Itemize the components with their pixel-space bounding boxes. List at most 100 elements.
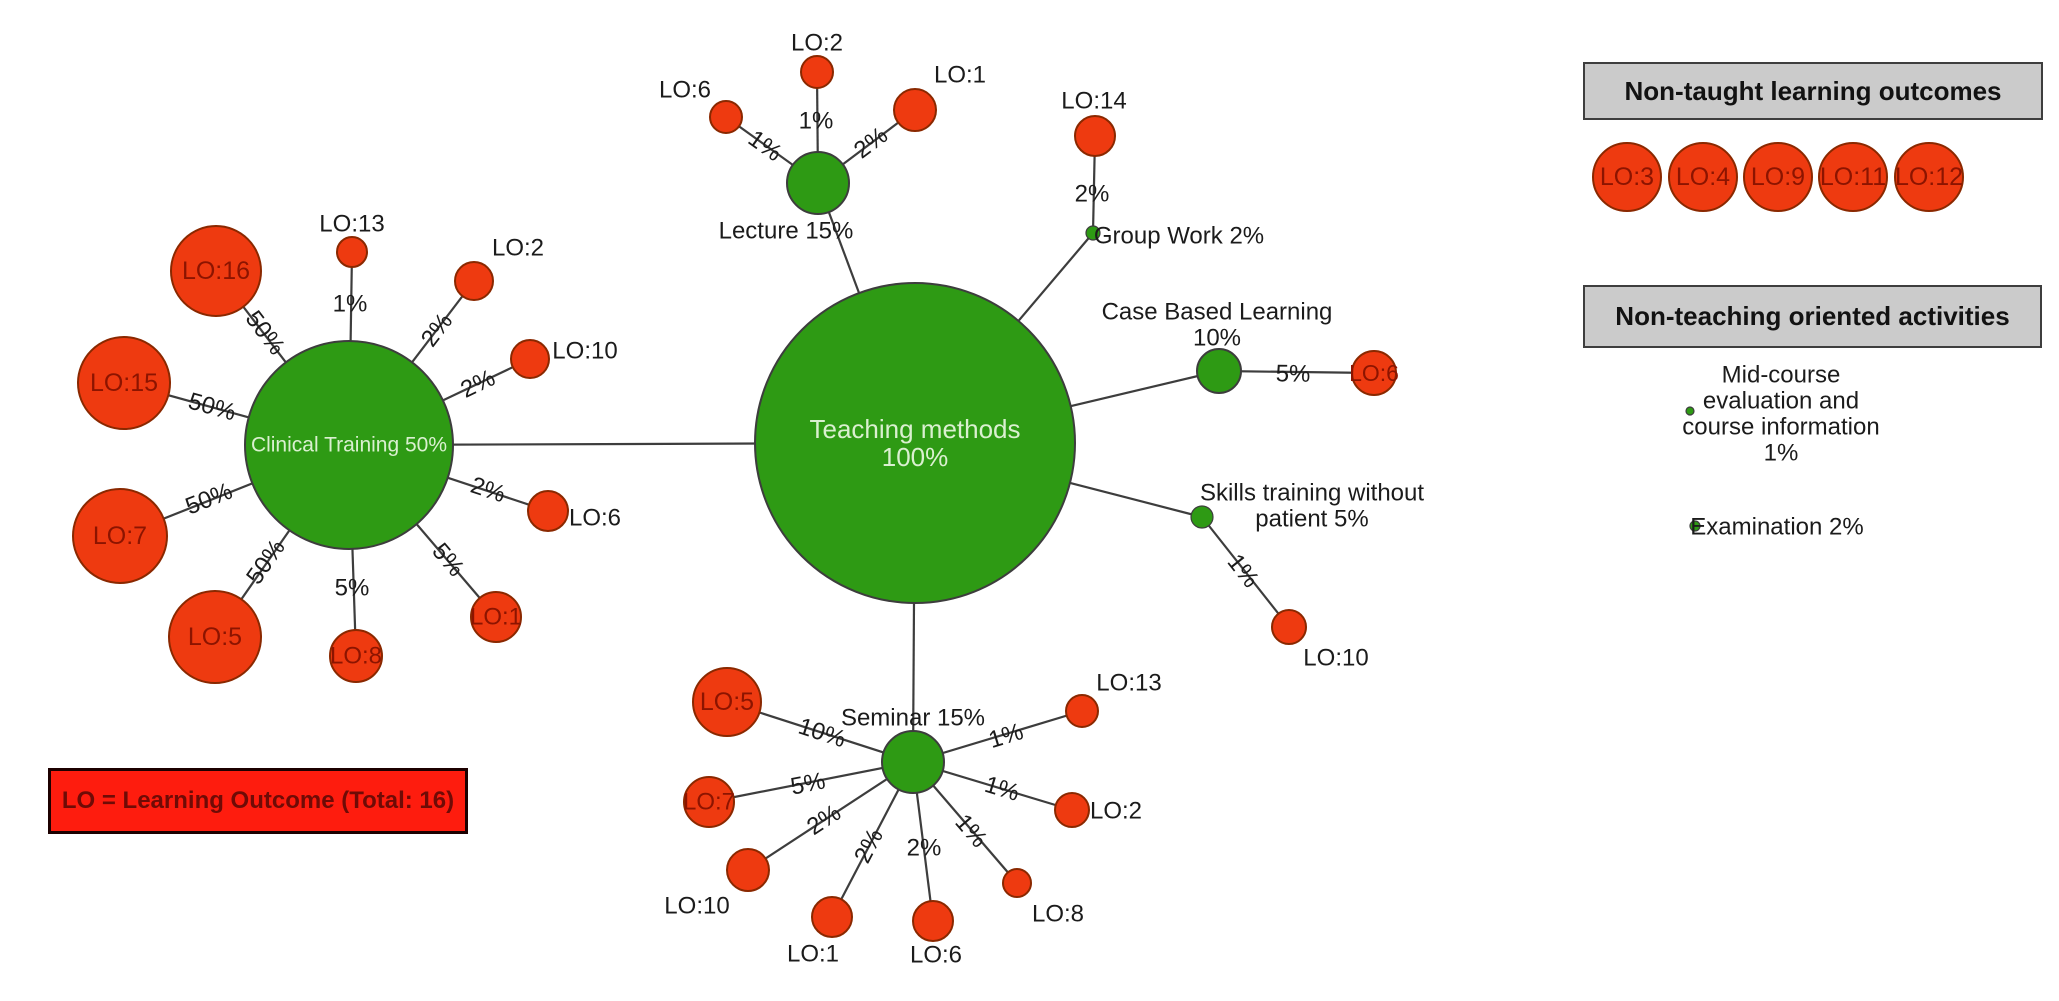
node-cbl-label: Case Based Learning (1102, 299, 1333, 326)
node-c5-label: LO:5 (188, 623, 242, 651)
edge-label-clinical-c7: 50% (182, 478, 237, 521)
node-m6-circle (912, 900, 954, 942)
node-m10-circle (726, 848, 770, 892)
node-l2-label: LO:2 (791, 30, 843, 57)
edge-label-clinical-c15: 50% (185, 388, 238, 427)
edge-label-clinical-c13: 1% (333, 291, 368, 318)
node-clinical-label: Clinical Training 50% (251, 434, 447, 457)
edge-label-lecture-l2: 1% (799, 108, 834, 135)
node-middot-label: course information (1682, 414, 1879, 441)
node-clinical-circle (244, 340, 454, 550)
edge-label-clinical-c5: 50% (241, 535, 291, 590)
edge-label-groupwork-g14: 2% (1075, 181, 1110, 208)
node-nt9-label: LO:9 (1751, 163, 1805, 191)
edge-label-clinical-c10: 2% (457, 364, 500, 403)
node-c8-circle (329, 629, 383, 683)
edge-skills-s10 (1201, 516, 1290, 628)
node-cbl-label: 10% (1193, 325, 1241, 352)
node-g14-circle (1074, 115, 1116, 157)
node-m7-circle (683, 776, 735, 828)
node-c10-label: LO:10 (552, 338, 617, 365)
node-teaching-label: Teaching methods (809, 414, 1020, 444)
node-c6-label: LO:6 (569, 505, 621, 532)
node-seminar-circle (881, 730, 945, 794)
edge-label-seminar-m13: 1% (985, 718, 1026, 754)
node-nt12-circle (1894, 142, 1964, 212)
node-c5-circle (168, 590, 262, 684)
node-skills-label: patient 5% (1255, 506, 1368, 533)
node-m2-label: LO:2 (1090, 798, 1142, 825)
node-seminar-label: Seminar 15% (841, 705, 985, 732)
node-c1-circle (470, 591, 522, 643)
learning-outcome-legend: LO = Learning Outcome (Total: 16) (48, 768, 468, 834)
node-c16-label: LO:16 (182, 257, 250, 285)
edge-label-lecture-l6: 1% (743, 125, 787, 167)
node-c7-circle (72, 488, 168, 584)
node-nt4-label: LO:4 (1676, 163, 1730, 191)
node-c13-circle (336, 236, 368, 268)
non-teaching-activities-header: Non-teaching oriented activities (1583, 285, 2042, 348)
node-m1-circle (811, 896, 853, 938)
node-s10-circle (1271, 609, 1307, 645)
node-m5-label: LO:5 (700, 688, 754, 716)
node-m6-label: LO:6 (910, 942, 962, 969)
node-examdot-label: Examination 2% (1690, 514, 1863, 541)
node-m7-label: LO:7 (683, 789, 735, 816)
node-m13-label: LO:13 (1096, 670, 1161, 697)
node-m5-circle (692, 667, 762, 737)
node-m8-circle (1002, 868, 1032, 898)
node-skills-circle (1190, 505, 1214, 529)
edge-label-seminar-m6: 2% (907, 835, 942, 862)
node-teaching-circle (754, 282, 1076, 604)
edge-label-clinical-c16: 50% (240, 306, 291, 361)
node-c6-circle (527, 490, 569, 532)
node-b6-circle (1351, 350, 1397, 396)
node-s10-label: LO:10 (1303, 645, 1368, 672)
node-middot-label: evaluation and (1703, 388, 1859, 415)
edge-label-clinical-c2: 2% (416, 308, 458, 352)
node-c2-label: LO:2 (492, 235, 544, 262)
node-l1-circle (893, 88, 937, 132)
node-g14-label: LO:14 (1061, 88, 1126, 115)
node-c1-label: LO:1 (470, 604, 522, 631)
node-nt3-label: LO:3 (1600, 163, 1654, 191)
node-c8-label: LO:8 (330, 643, 382, 670)
node-nt9-circle (1743, 142, 1813, 212)
node-nt4-circle (1668, 142, 1738, 212)
edge-label-seminar-m1: 2% (849, 824, 889, 867)
node-groupwork-label: Group Work 2% (1094, 223, 1264, 250)
node-nt3-circle (1592, 142, 1662, 212)
node-skills-label: Skills training without (1200, 480, 1424, 507)
node-l6-label: LO:6 (659, 77, 711, 104)
node-c10-circle (510, 339, 550, 379)
node-middot-circle (1685, 406, 1695, 416)
node-l6-circle (709, 100, 743, 134)
node-m13-circle (1065, 694, 1099, 728)
node-nt12-label: LO:12 (1895, 163, 1963, 191)
node-m8-label: LO:8 (1032, 901, 1084, 928)
node-m1-label: LO:1 (787, 941, 839, 968)
edge-cbl-b6 (1218, 369, 1375, 375)
node-teaching-label: 100% (882, 442, 949, 472)
node-lecture-circle (786, 151, 850, 215)
node-l2-circle (800, 55, 834, 89)
edge-seminar-m10 (747, 761, 914, 871)
node-groupwork-circle (1085, 225, 1101, 241)
node-middot-label: Mid-course (1722, 362, 1841, 389)
edge-label-lecture-l1: 2% (849, 122, 893, 164)
edge-label-seminar-m7: 5% (788, 767, 827, 800)
node-c7-label: LO:7 (93, 522, 147, 550)
node-cbl-circle (1196, 348, 1242, 394)
node-nt11-circle (1818, 142, 1888, 212)
non-taught-outcomes-header: Non-taught learning outcomes (1583, 62, 2043, 120)
node-m10-label: LO:10 (664, 893, 729, 920)
node-b6-label: LO:6 (1349, 360, 1399, 386)
node-c16-circle (170, 225, 262, 317)
node-c2-circle (454, 261, 494, 301)
edge-label-clinical-c8: 5% (335, 575, 370, 602)
node-middot-label: 1% (1764, 440, 1799, 467)
node-nt11-label: LO:11 (1820, 163, 1886, 191)
node-examdot-circle (1689, 520, 1701, 532)
